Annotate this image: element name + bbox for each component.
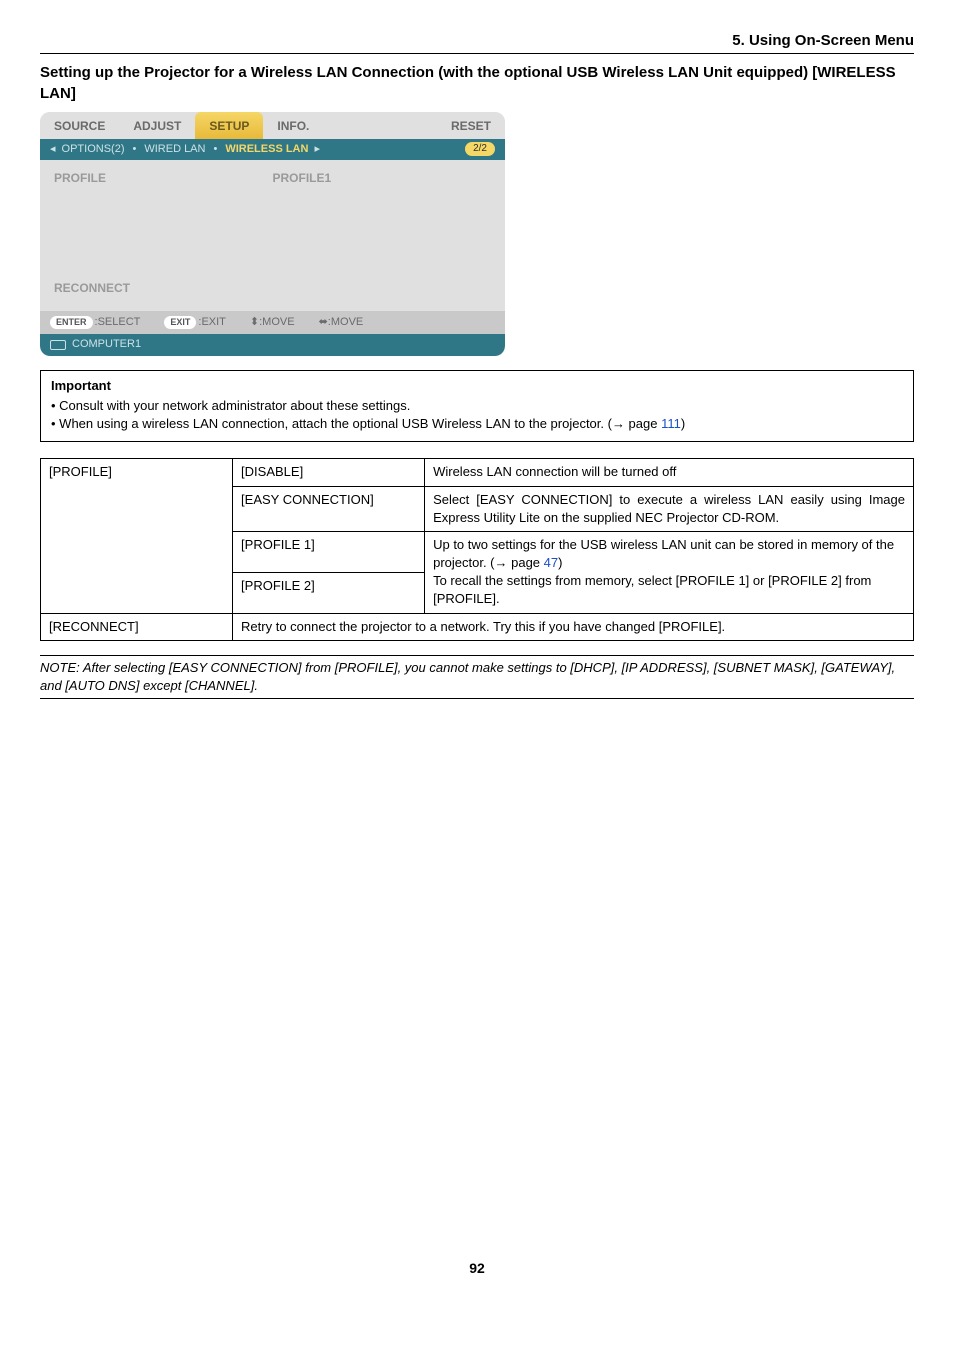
exit-label: :EXIT [198,316,226,328]
table-row: [RECONNECT] Retry to connect the project… [41,613,914,640]
important-heading: Important [51,377,903,395]
cell-disable: [DISABLE] [233,459,425,486]
osd-sourcebar: COMPUTER1 [40,334,505,355]
important-item-2-suffix: ) [681,416,685,431]
note-text: NOTE: After selecting [EASY CONNECTION] … [40,655,914,699]
exit-pill: EXIT [164,316,196,329]
spec-table: [PROFILE] [DISABLE] Wireless LAN connect… [40,458,914,641]
cell-reconnect-desc: Retry to connect the projector to a netw… [233,613,914,640]
cell-disable-desc: Wireless LAN connection will be turned o… [425,459,914,486]
important-box: Important Consult with your network admi… [40,370,914,443]
subtab-bullet: • [130,142,138,157]
table-row: [PROFILE] [DISABLE] Wireless LAN connect… [41,459,914,486]
cell-profile2: [PROFILE 2] [233,572,425,613]
tab-info[interactable]: INFO. [263,112,323,139]
section-header: 5. Using On-Screen Menu [40,30,914,54]
profiles-desc-a: Up to two settings for the USB wireless … [433,537,894,570]
osd-menu: SOURCE ADJUST SETUP INFO. RESET ◂ OPTION… [40,112,505,356]
subtab-options2[interactable]: OPTIONS(2) [56,142,131,157]
page-link-47[interactable]: 47 [544,555,558,570]
cell-profile1: [PROFILE 1] [233,531,425,572]
subtab-wiredlan[interactable]: WIRED LAN [138,142,211,157]
enter-pill: ENTER [50,316,93,329]
important-item-1: Consult with your network administrator … [51,397,903,415]
tab-reset[interactable]: RESET [437,112,505,139]
osd-tabs: SOURCE ADJUST SETUP INFO. RESET [40,112,505,139]
monitor-icon [50,340,66,350]
cell-profile: [PROFILE] [41,459,233,613]
cell-reconnect: [RECONNECT] [41,613,233,640]
tab-setup[interactable]: SETUP [195,112,263,139]
subtab-wirelesslan[interactable]: WIRELESS LAN [219,142,314,157]
subtab-bullet: • [211,142,219,157]
subtab-pager: 2/2 [465,142,495,156]
osd-reconnect[interactable]: RECONNECT [40,270,505,311]
osd-profile-value: PROFILE1 [273,170,492,264]
important-list: Consult with your network administrator … [51,397,903,433]
important-item-2: When using a wireless LAN connection, at… [51,415,903,433]
footer-updown: ⬍:MOVE [250,315,295,330]
cell-easyconn-desc: Select [EASY CONNECTION] to execute a wi… [425,486,914,531]
tab-adjust[interactable]: ADJUST [119,112,195,139]
footer-enter: ENTER:SELECT [50,315,140,330]
page-link-111[interactable]: 111 [661,416,681,431]
cell-easyconn: [EASY CONNECTION] [233,486,425,531]
important-item-2-text: When using a wireless LAN connection, at… [59,416,661,431]
profiles-desc-b: ) [558,555,562,570]
footer-leftright: ⬌:MOVE [319,315,364,330]
tab-source[interactable]: SOURCE [40,112,119,139]
page-number: 92 [40,1259,914,1279]
subtab-right-arrow[interactable]: ▸ [314,142,320,157]
cell-profiles-desc: Up to two settings for the USB wireless … [425,531,914,613]
osd-profile-label: PROFILE [54,170,273,264]
osd-body: PROFILE PROFILE1 [40,160,505,270]
enter-label: :SELECT [95,316,141,328]
page-title: Setting up the Projector for a Wireless … [40,62,914,104]
osd-footer: ENTER:SELECT EXIT:EXIT ⬍:MOVE ⬌:MOVE [40,311,505,334]
footer-exit: EXIT:EXIT [164,315,226,330]
osd-subtabs: ◂ OPTIONS(2) • WIRED LAN • WIRELESS LAN … [40,139,505,160]
profiles-desc-c: To recall the settings from memory, sele… [433,573,871,606]
source-label: COMPUTER1 [72,337,141,352]
